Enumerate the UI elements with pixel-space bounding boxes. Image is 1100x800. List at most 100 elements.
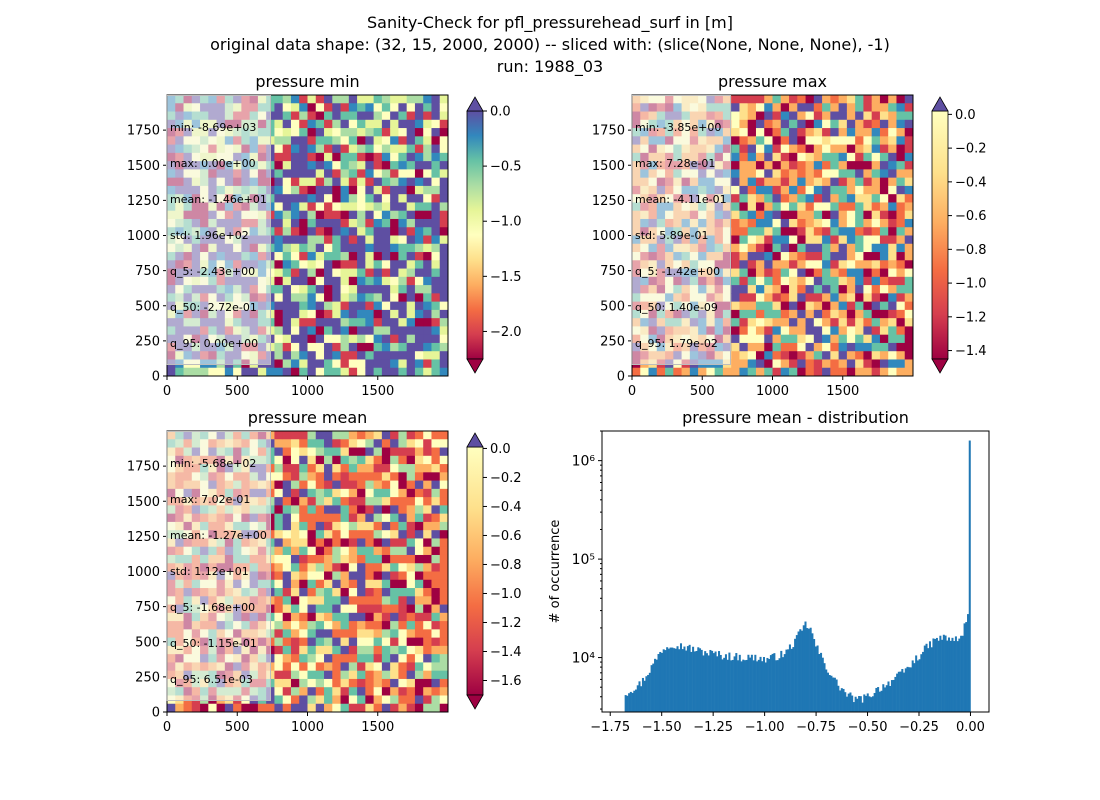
heatmap-cell [332,243,341,253]
heatmap-cell [191,703,201,713]
heatmap-cell [731,218,740,228]
histogram-bar [654,658,657,712]
heatmap-cell [381,579,391,589]
heatmap-cell [406,621,416,630]
heatmap-cell [789,227,798,236]
heatmap-cell [431,351,441,360]
colorbar-extend-min [466,358,484,374]
heatmap-cell [332,177,341,187]
heatmap-cell [274,455,284,465]
heatmap-cell [904,318,914,327]
heatmap-cell [830,260,840,269]
heatmap-cell [879,342,889,352]
heatmap-cell [290,695,300,705]
heatmap-cell [431,678,441,688]
heatmap-cell [290,227,300,236]
heatmap-cell [307,637,317,647]
heatmap-cell [315,447,325,457]
heatmap-cell [332,309,341,319]
heatmap-cell [390,497,399,506]
heatmap-cell [838,119,848,129]
heatmap-cell [423,218,432,228]
heatmap-cell [282,455,292,465]
histogram-bar [750,654,753,712]
heatmap-cell [780,326,790,336]
heatmap-cell [406,521,416,531]
heatmap-cell [398,268,408,278]
heatmap-cell [249,703,259,713]
heatmap-cell [863,185,873,195]
heatmap-cell [357,670,366,680]
heatmap-cell [290,152,300,162]
heatmap-cell [855,309,864,319]
heatmap-cell [423,342,432,352]
heatmap-cell [340,670,350,680]
heatmap-cell [739,367,749,377]
heatmap-cell [406,334,416,344]
heatmap-cell [332,128,341,137]
heatmap-cell [315,695,325,705]
heatmap-cell [390,629,399,639]
heatmap-cell [439,309,449,319]
heatmap-cell [871,119,881,129]
heatmap-cell [896,318,906,327]
heatmap-cell [830,351,840,360]
histogram-bar [859,696,862,712]
panel-pressure-mean-distribution: pressure mean - distribution−1.75 −1.50 −1… [548,408,990,735]
heatmap-cell [307,480,317,490]
heatmap-cell [315,678,325,688]
heatmap-cell [307,128,317,137]
heatmap-cell [274,309,284,319]
heatmap-cell [780,128,790,137]
heatmap-cell [282,144,292,154]
colorbar-tick-label: −0.6 [490,529,522,544]
heatmap-cell [772,285,782,294]
heatmap-cell [324,521,333,531]
heatmap-cell [896,152,906,162]
colorbar-tick-label: −1.2 [955,310,987,325]
heatmap-cell [431,210,441,220]
heatmap-cell [332,252,341,261]
heatmap-cell [315,521,325,531]
heatmap-cell [381,588,391,597]
heatmap-cell [315,588,325,597]
heatmap-cell [879,103,889,112]
heatmap-cell [348,695,358,705]
heatmap-cell [406,703,416,713]
heatmap-cell [780,235,790,245]
heatmap-cell [282,169,292,179]
heatmap-cell [789,252,798,261]
heatmap-cell [755,136,765,145]
heatmap-cell [365,128,375,137]
heatmap-cell [307,546,317,556]
heatmap-cell [315,472,325,481]
heatmap-cell [879,161,889,170]
heatmap-cell [431,447,441,457]
heatmap-cell [797,218,806,228]
heatmap-cell [307,161,317,170]
heatmap-cell [896,202,906,212]
heatmap-cell [332,293,341,303]
heatmap-cell [813,301,823,311]
heatmap-cell [274,497,284,506]
heatmap-cell [299,530,308,539]
heatmap-cell [324,285,333,294]
heatmap-cell [340,431,350,440]
heatmap-cell [315,103,325,112]
heatmap-cell [381,472,391,481]
heatmap-cell [282,359,292,369]
heatmap-cell [365,513,375,523]
heatmap-cell [731,169,740,179]
heatmap-cell [439,169,449,179]
heatmap-cell [879,152,889,162]
heatmap-cell [423,268,432,278]
figure-title-line-1: Sanity-Check for pfl_pressurehead_surf i… [367,13,733,32]
heatmap-cell [290,621,300,630]
heatmap-cell [324,695,333,705]
heatmap-cell [290,210,300,220]
heatmap-cell [340,571,350,581]
heatmap-cell [357,472,366,481]
heatmap-cell [324,637,333,647]
heatmap-cell [871,95,881,104]
heatmap-cell [381,629,391,639]
